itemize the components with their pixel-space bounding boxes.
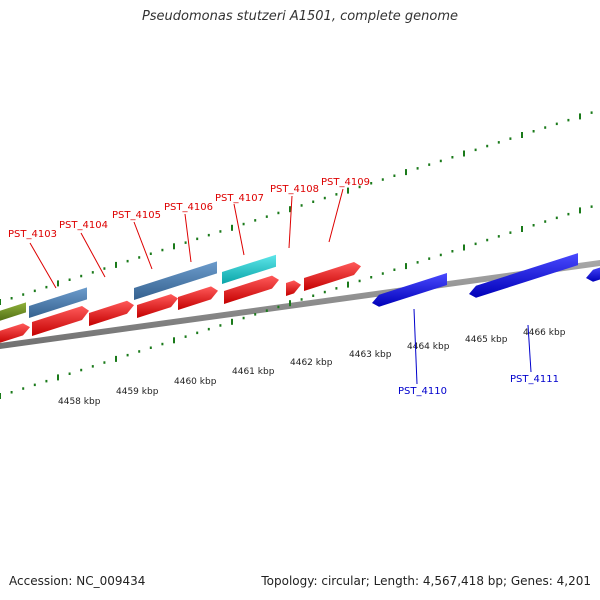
- gene-label-forward: PST_4107: [215, 193, 264, 204]
- scale-label: 4458 kbp: [58, 397, 101, 407]
- gene-arrow-forward: [178, 286, 218, 310]
- scale-label: 4461 kbp: [232, 367, 275, 377]
- gene-label-forward: PST_4109: [321, 177, 370, 188]
- gene-arrow-forward: [286, 280, 301, 296]
- gene-label-leader: [233, 203, 245, 256]
- gene-label-forward: PST_4104: [59, 220, 108, 231]
- gene-arrow-forward: [137, 294, 178, 318]
- topology-label: Topology: circular; Length: 4,567,418 bp…: [261, 574, 591, 588]
- scale-label: 4465 kbp: [465, 335, 508, 345]
- gene-label-leader: [29, 242, 57, 289]
- gene-block-steelblue: [29, 287, 87, 318]
- gene-label-leader: [413, 308, 418, 385]
- gene-arrow-forward: [224, 275, 279, 304]
- gene-arrow-reverse: [372, 273, 447, 307]
- scale-label: 4459 kbp: [116, 387, 159, 397]
- gene-label-leader: [527, 324, 532, 373]
- gene-label-forward: PST_4106: [164, 202, 213, 213]
- gene-arrow-reverse: [469, 253, 578, 298]
- gene-block-cyan: [222, 254, 276, 284]
- gene-block-steelblue: [134, 261, 217, 300]
- gene-label-reverse: PST_4111: [510, 374, 559, 385]
- gene-arrow-forward: [89, 300, 134, 326]
- gene-arrow-forward: [0, 323, 30, 343]
- accession-label: Accession: NC_009434: [9, 574, 146, 588]
- gene-label-leader: [328, 188, 344, 243]
- genome-title: Pseudomonas stutzeri A1501, complete gen…: [141, 9, 459, 24]
- scale-label: 4463 kbp: [349, 350, 392, 360]
- gene-label-leader: [133, 221, 153, 270]
- gene-arrow-forward: [304, 262, 361, 291]
- gene-label-leader: [184, 213, 192, 263]
- gene-label-forward: PST_4105: [112, 210, 161, 221]
- genome-backbone: [0, 260, 600, 349]
- gene-label-leader: [80, 232, 106, 278]
- lower-scale-track: [0, 205, 593, 399]
- gene-label-leader: [288, 195, 293, 249]
- scale-label: 4462 kbp: [290, 358, 333, 368]
- gene-label-reverse: PST_4110: [398, 386, 447, 397]
- upper-scale-track: [0, 111, 593, 305]
- gene-block-olive: [0, 302, 26, 321]
- gene-label-forward: PST_4103: [8, 229, 57, 240]
- gene-label-forward: PST_4108: [270, 184, 319, 195]
- gene-arrow-reverse: [586, 267, 600, 282]
- scale-label: 4466 kbp: [523, 328, 566, 338]
- gene-arrow-forward: [32, 306, 89, 336]
- scale-label: 4460 kbp: [174, 377, 217, 387]
- scale-label: 4464 kbp: [407, 342, 450, 352]
